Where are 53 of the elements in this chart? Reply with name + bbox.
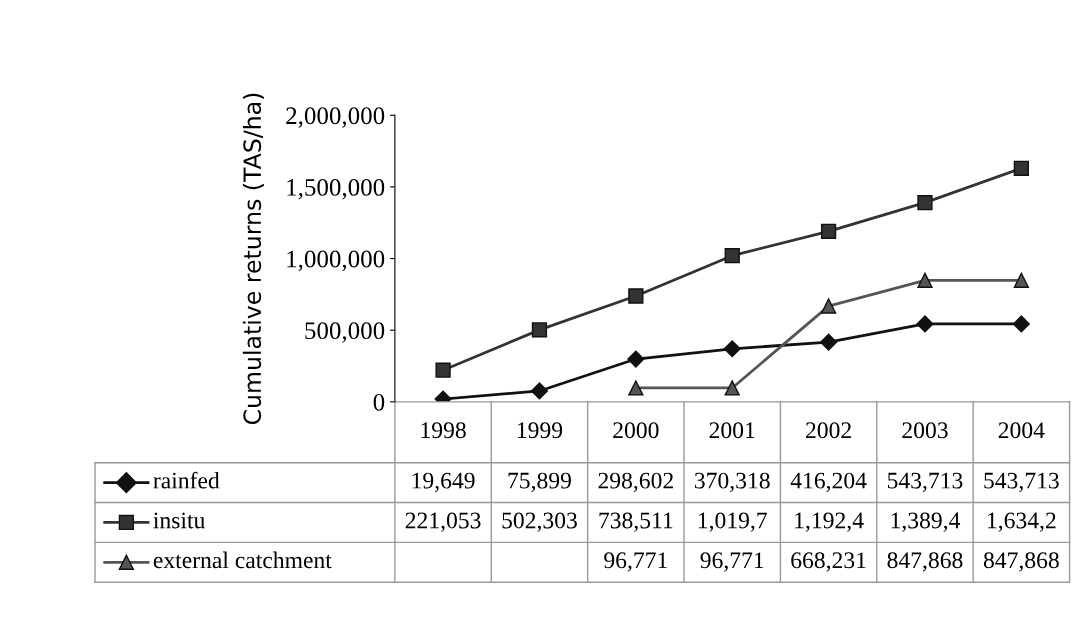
data-label: 543,713 (984, 472, 1059, 492)
x-tick-label: 2000 (613, 422, 659, 439)
data-label: 502,303 (502, 512, 577, 532)
y-axis-title: Cumulative returns (TAS/ha) (242, 93, 264, 425)
data-label: 847,868 (887, 552, 963, 572)
point (1012, 315, 1030, 333)
point (820, 333, 838, 351)
data-label: 370,318 (694, 472, 770, 492)
y-tick-label: 0 (373, 393, 385, 411)
data-label: 1,634,2 (988, 512, 1056, 532)
data-label: 96,771 (604, 552, 667, 572)
x-tick-label: 1999 (517, 422, 563, 439)
point (820, 298, 837, 314)
point (724, 248, 740, 264)
data-label: 847,868 (983, 552, 1059, 572)
data-label: 1,019,7 (698, 512, 767, 532)
data-label: 416,204 (790, 472, 867, 492)
x-tick-label: 2004 (998, 422, 1045, 439)
point (627, 350, 645, 368)
x-tick-label: 2003 (902, 422, 948, 439)
point (435, 362, 451, 378)
data-label: 1,389,4 (891, 512, 961, 532)
point (724, 380, 740, 396)
data-label: 543,713 (887, 472, 963, 492)
y-tick-label: 500,000 (305, 322, 385, 343)
data-label: 1,192,4 (795, 512, 864, 532)
point (628, 288, 644, 304)
point (530, 382, 549, 400)
data-label: 19,649 (412, 472, 475, 492)
point (916, 315, 934, 333)
y-tick-label: 1,500,000 (287, 178, 385, 200)
point (1013, 272, 1029, 288)
x-tick-label: 1998 (421, 422, 466, 439)
data-label: 96,771 (700, 552, 764, 572)
data-label: 668,231 (791, 552, 866, 572)
y-tick-label: 1,000,000 (287, 250, 385, 272)
data-label: 75,899 (508, 472, 571, 492)
x-tick-label: 2002 (806, 422, 851, 439)
point (917, 272, 933, 288)
point (917, 195, 933, 211)
point (531, 322, 548, 338)
legend-label: insitu (153, 512, 205, 529)
data-label: 738,511 (599, 512, 673, 532)
point (1013, 160, 1029, 176)
data-label: 221,053 (405, 512, 481, 532)
point (628, 380, 644, 396)
legend-label: rainfed (153, 471, 220, 489)
y-tick-label: 2,000,000 (286, 107, 385, 128)
point (723, 340, 741, 358)
point (820, 223, 837, 239)
legend-label: external catchment (153, 551, 332, 569)
x-tick-label: 2001 (709, 422, 755, 439)
data-label: 298,602 (598, 472, 673, 492)
